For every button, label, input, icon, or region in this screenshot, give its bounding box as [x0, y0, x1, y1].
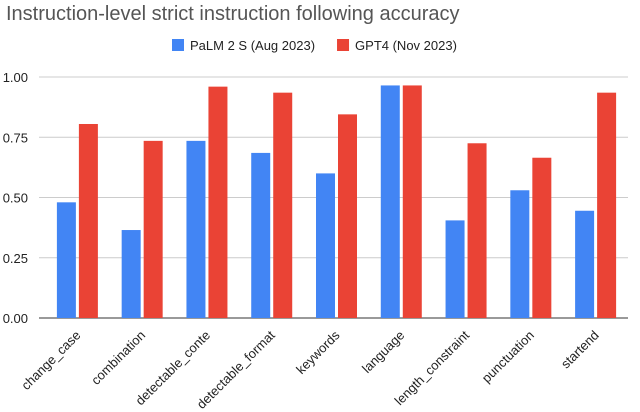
x-tick-label: change_case	[18, 328, 83, 393]
bar	[445, 220, 465, 318]
legend-swatch	[172, 39, 184, 51]
bar	[380, 85, 400, 318]
x-tick-label: startend	[558, 328, 602, 372]
y-tick-label: 1.00	[3, 70, 28, 85]
chart-title: Instruction-level strict instruction fol…	[6, 3, 460, 25]
bar	[338, 114, 357, 318]
legend-label: GPT4 (Nov 2023)	[355, 38, 457, 53]
bar	[402, 85, 422, 318]
bar	[78, 123, 98, 319]
bar	[510, 190, 530, 318]
bar	[575, 210, 595, 318]
bar	[121, 230, 141, 318]
legend: PaLM 2 S (Aug 2023) GPT4 (Nov 2023)	[172, 38, 457, 53]
x-tick-label: combination	[88, 328, 148, 388]
bar	[467, 143, 487, 318]
x-tick-label: punctuation	[479, 328, 537, 386]
bar	[143, 140, 163, 318]
y-tick-label: 0.50	[3, 191, 28, 206]
y-tick-label: 0.25	[3, 251, 28, 266]
bar	[532, 157, 552, 318]
bar	[597, 92, 617, 318]
bar	[273, 92, 293, 318]
y-tick-label: 0.75	[3, 130, 28, 145]
bar	[208, 86, 228, 318]
legend-label: PaLM 2 S (Aug 2023)	[190, 38, 315, 53]
bar	[56, 202, 76, 318]
x-tick-label: language	[359, 328, 407, 376]
legend-swatch	[337, 39, 350, 51]
bar	[251, 152, 271, 318]
bar	[316, 173, 335, 318]
x-tick-label: keywords	[293, 327, 343, 377]
bar	[186, 140, 206, 318]
y-tick-label: 0.00	[3, 311, 28, 326]
